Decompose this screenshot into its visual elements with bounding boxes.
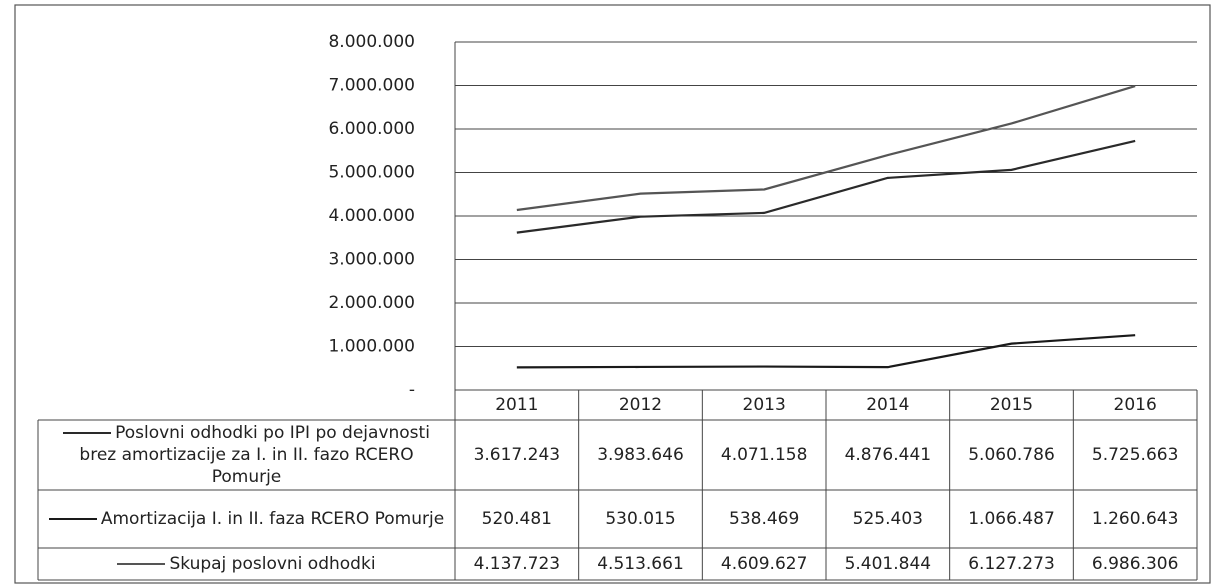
table-value: 5.725.663 [1092,445,1179,465]
table-value: 1.066.487 [968,509,1055,529]
table-value: 5.401.844 [845,554,932,574]
table-value: 4.137.723 [474,554,561,574]
legend-wrap: Skupaj poslovni odhodki [117,553,376,575]
legend-entry: Skupaj poslovni odhodki [42,548,451,580]
legend-cell: Amortizacija I. in II. faza RCERO Pomurj… [42,490,451,548]
legend-cell: Skupaj poslovni odhodki [42,548,451,580]
line-series [516,334,1136,369]
table-value: 3.983.646 [597,445,684,465]
legend-key [117,563,166,565]
y-tick-label: 8.000.000 [328,32,415,52]
legend-entry: Poslovni odhodki po IPI po dejavnosti br… [42,420,451,490]
legend-cell: Poslovni odhodki po IPI po dejavnosti br… [42,420,451,490]
table-value: 3.617.243 [474,445,561,465]
legend-entry: Amortizacija I. in II. faza RCERO Pomurj… [42,490,451,548]
y-tick-label: 6.000.000 [328,119,415,139]
x-tick-label: 2014 [866,395,909,415]
table-value: 1.260.643 [1092,509,1179,529]
table-value: 525.403 [853,509,923,529]
table-value: 538.469 [729,509,799,529]
y-tick-label: 3.000.000 [328,250,415,270]
table-value: 5.060.786 [968,445,1055,465]
y-tick-label: 4.000.000 [328,206,415,226]
y-tick-label: - [409,380,415,400]
line-series [516,139,1136,234]
y-tick-label: 7.000.000 [328,76,415,96]
legend-label: Poslovni odhodki po IPI po dejavnosti br… [79,423,430,487]
table-value: 6.127.273 [968,554,1055,574]
table-value: 530.015 [605,509,675,529]
frame [14,4,1211,584]
table-value: 4.071.158 [721,445,808,465]
legend-wrap: Amortizacija I. in II. faza RCERO Pomurj… [48,508,445,530]
line-series [516,85,1136,212]
y-tick-label: 5.000.000 [328,163,415,183]
table-value: 6.986.306 [1092,554,1179,574]
legend-wrap: Poslovni odhodki po IPI po dejavnosti br… [42,422,451,488]
legend-label: Amortizacija I. in II. faza RCERO Pomurj… [100,509,445,529]
x-tick-label: 2011 [495,395,538,415]
legend-key [48,518,97,520]
legend-label: Skupaj poslovni odhodki [169,554,376,574]
table-value: 4.513.661 [597,554,684,574]
x-tick-label: 2015 [990,395,1033,415]
x-tick-label: 2016 [1114,395,1157,415]
table-value: 4.876.441 [845,445,932,465]
table-value: 4.609.627 [721,554,808,574]
x-tick-label: 2013 [743,395,786,415]
y-tick-label: 1.000.000 [328,337,415,357]
table-value: 520.481 [482,509,552,529]
x-tick-label: 2012 [619,395,662,415]
y-tick-label: 2.000.000 [328,293,415,313]
legend-key [63,432,112,434]
